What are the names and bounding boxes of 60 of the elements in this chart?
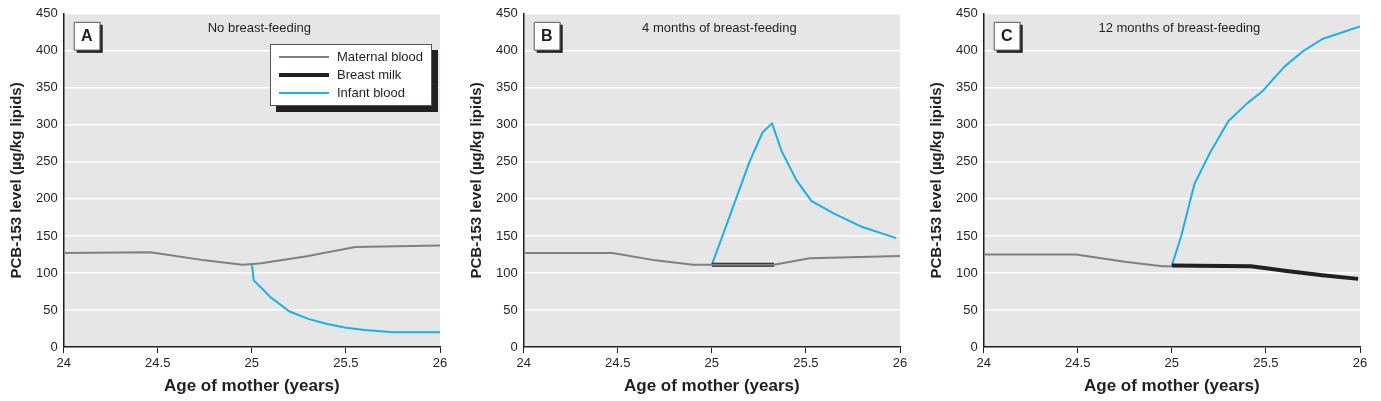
y-tick-label: 450 <box>35 5 58 21</box>
y-tick-label: 0 <box>50 338 58 354</box>
x-tick-label: 25 <box>244 355 260 371</box>
text: 12 months of breast-feeding <box>1098 20 1261 36</box>
y-tick-label: 350 <box>495 79 518 95</box>
x-axis-title: Age of mother (years) <box>623 376 800 396</box>
y-tick-label: 50 <box>503 301 518 317</box>
x-tick-label: 24 <box>56 355 71 371</box>
x-axis-title: Age of mother (years) <box>1083 376 1260 396</box>
x-tick-label: 25.5 <box>333 355 359 371</box>
y-tick-label: 250 <box>495 153 518 169</box>
y-tick-label: 300 <box>955 116 978 132</box>
y-tick-label: 100 <box>955 264 978 280</box>
y-tick-label: 400 <box>495 42 518 58</box>
x-tick-label: 25 <box>704 355 720 371</box>
y-tick-label: 150 <box>35 227 58 243</box>
y-tick-label: 150 <box>495 227 518 243</box>
x-tick-label: 26 <box>432 355 448 371</box>
y-axis-title: PCB-153 level (µg/kg lipids) <box>467 82 485 279</box>
legend-label: Maternal blood <box>337 49 423 65</box>
x-tick-label: 25.5 <box>793 355 819 371</box>
y-tick-label: 450 <box>495 5 518 21</box>
y-tick-label: 200 <box>35 190 58 206</box>
legend-label: Breast milk <box>337 67 402 83</box>
x-tick-label: 26 <box>1352 355 1368 371</box>
y-tick-label: 300 <box>35 116 58 132</box>
y-axis-title: PCB-153 level (µg/kg lipids) <box>7 82 25 279</box>
annotation: A <box>80 27 93 45</box>
x-tick-label: 25 <box>1164 355 1180 371</box>
y-tick-label: 50 <box>963 301 978 317</box>
y-tick-label: 400 <box>35 42 58 58</box>
x-tick-label: 24 <box>516 355 531 371</box>
annotation: C <box>1000 27 1013 45</box>
y-tick-label: 250 <box>955 153 978 169</box>
legend-label: Infant blood <box>337 85 405 101</box>
y-tick-label: 150 <box>955 227 978 243</box>
x-tick-label: 24.5 <box>145 355 171 371</box>
y-tick-label: 200 <box>955 190 978 206</box>
y-tick-label: 100 <box>35 264 58 280</box>
y-tick-label: 0 <box>970 338 978 354</box>
x-tick-label: 24.5 <box>1065 355 1091 371</box>
text: 4 months of breast-feeding <box>642 20 797 36</box>
y-tick-label: 200 <box>495 190 518 206</box>
y-tick-label: 0 <box>510 338 518 354</box>
y-tick-label: 450 <box>955 5 978 21</box>
x-axis-title: Age of mother (years) <box>163 376 340 396</box>
x-tick-label: 24 <box>976 355 991 371</box>
y-tick-label: 100 <box>495 264 518 280</box>
x-tick-label: 25.5 <box>1253 355 1279 371</box>
y-tick-label: 400 <box>955 42 978 58</box>
text: No breast-feeding <box>207 20 312 36</box>
y-axis-title: PCB-153 level (µg/kg lipids) <box>927 82 945 279</box>
y-tick-label: 250 <box>35 153 58 169</box>
y-tick-label: 50 <box>43 301 58 317</box>
x-tick-label: 24.5 <box>605 355 631 371</box>
y-tick-label: 300 <box>495 116 518 132</box>
annotation: B <box>540 27 553 45</box>
y-tick-label: 350 <box>35 79 58 95</box>
x-tick-label: 26 <box>892 355 908 371</box>
y-tick-label: 350 <box>955 79 978 95</box>
